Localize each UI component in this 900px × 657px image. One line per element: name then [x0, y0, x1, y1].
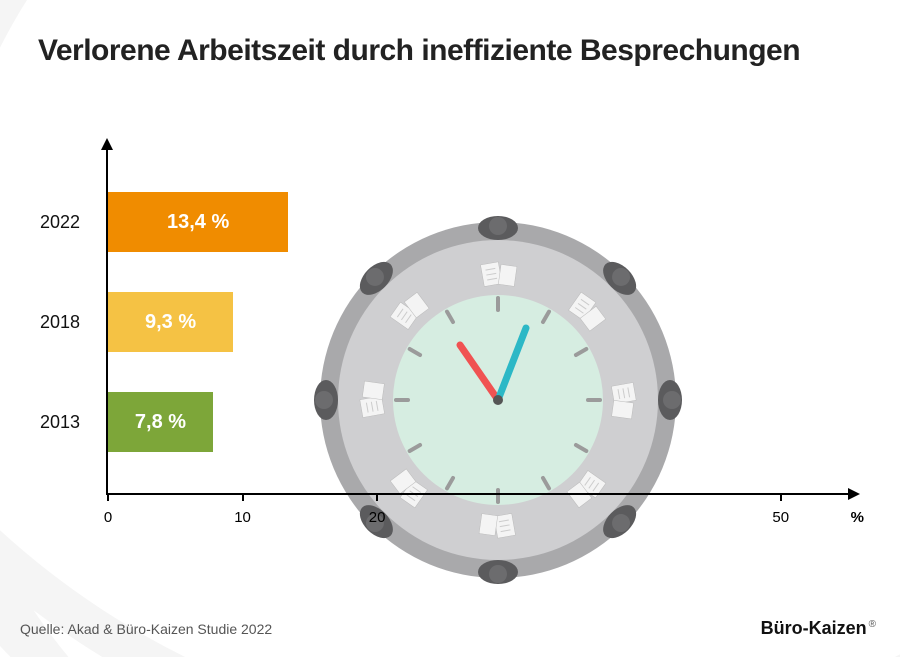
- brand-name: Büro-Kaizen: [761, 618, 867, 638]
- bar-row: 2022 13,4 %: [38, 190, 858, 254]
- bar-chart: % 0102050202213,4 %20189,3 %20137,8 %: [38, 140, 858, 540]
- x-axis: [106, 493, 858, 495]
- x-tick: [780, 493, 782, 501]
- page-title: Verlorene Arbeitszeit durch ineffiziente…: [38, 34, 800, 68]
- x-tick: [376, 493, 378, 501]
- brand-suffix: ®: [869, 619, 876, 630]
- x-tick-label: 20: [369, 509, 386, 526]
- bar-row: 2013 7,8 %: [38, 390, 858, 454]
- bar: 7,8 %: [108, 392, 213, 452]
- bar: 13,4 %: [108, 192, 288, 252]
- brand-logo: Büro-Kaizen®: [761, 618, 876, 639]
- x-tick: [107, 493, 109, 501]
- bar-row: 2018 9,3 %: [38, 290, 858, 354]
- bar: 9,3 %: [108, 292, 233, 352]
- x-tick-label: 0: [104, 509, 112, 526]
- bar-year-label: 2018: [38, 312, 98, 333]
- x-axis-unit: %: [851, 509, 864, 526]
- bar-year-label: 2022: [38, 212, 98, 233]
- x-tick-label: 10: [234, 509, 251, 526]
- x-tick-label: 50: [772, 509, 789, 526]
- source-text: Quelle: Akad & Büro-Kaizen Studie 2022: [20, 621, 272, 637]
- bar-year-label: 2013: [38, 412, 98, 433]
- x-tick: [242, 493, 244, 501]
